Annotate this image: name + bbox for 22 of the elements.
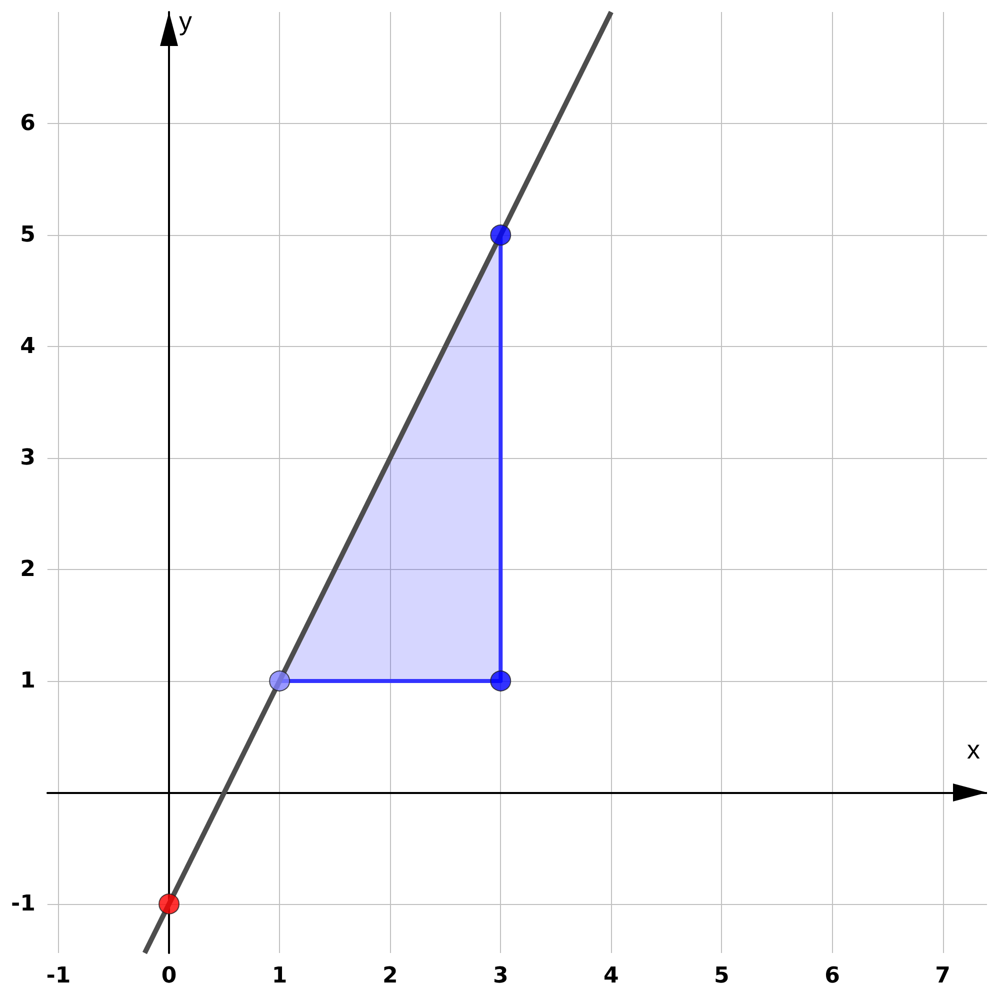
y-tick-label: 3 bbox=[20, 445, 36, 470]
x-tick-label: 1 bbox=[272, 964, 288, 988]
x-tick-label: 5 bbox=[714, 964, 730, 988]
x-tick-label: 3 bbox=[492, 964, 508, 988]
y-axis-title: y bbox=[179, 6, 192, 36]
point bbox=[490, 224, 512, 246]
x-tick-label: 7 bbox=[935, 964, 950, 988]
x-tick-label: 4 bbox=[604, 964, 619, 988]
y-tick-label: 1 bbox=[20, 668, 36, 694]
y-tick-label: 5 bbox=[20, 222, 36, 248]
x-tick-label: 2 bbox=[382, 964, 398, 988]
x-tick-label: 0 bbox=[161, 964, 177, 988]
point bbox=[269, 670, 290, 692]
y-tick-label: -1 bbox=[10, 891, 36, 916]
x-tick-label: -1 bbox=[46, 964, 71, 988]
point bbox=[158, 893, 180, 914]
y-tick-label: 4 bbox=[20, 334, 36, 359]
point bbox=[490, 670, 512, 692]
x-axis-title: x bbox=[967, 734, 980, 764]
x-tick-label: 6 bbox=[824, 964, 840, 988]
y-tick-label: 2 bbox=[20, 556, 36, 582]
y-tick-label: 6 bbox=[20, 110, 36, 136]
